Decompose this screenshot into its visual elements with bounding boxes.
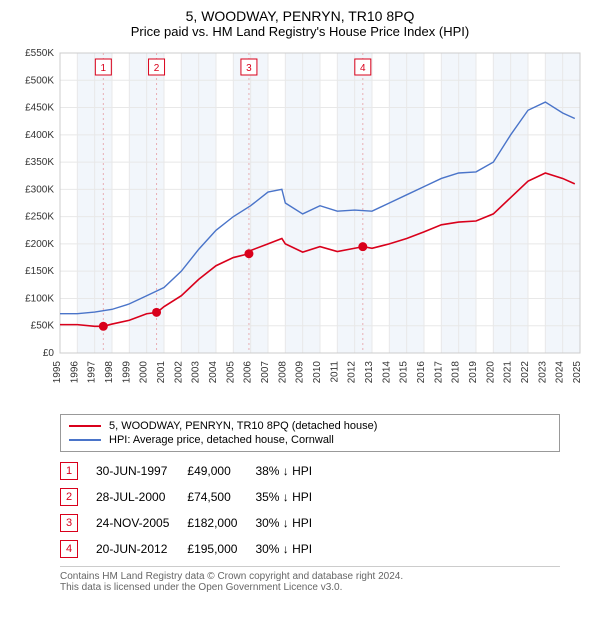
svg-text:£450K: £450K bbox=[25, 103, 54, 114]
svg-text:2021: 2021 bbox=[503, 361, 514, 384]
legend: 5, WOODWAY, PENRYN, TR10 8PQ (detached h… bbox=[60, 414, 560, 452]
table-row: 4 20-JUN-2012£195,00030% ↓ HPI bbox=[60, 536, 330, 562]
table-row: 2 28-JUL-2000£74,50035% ↓ HPI bbox=[60, 484, 330, 510]
svg-text:2014: 2014 bbox=[381, 361, 392, 384]
sale-marker-box: 2 bbox=[60, 488, 78, 506]
sale-marker-box: 1 bbox=[60, 462, 78, 480]
svg-text:£400K: £400K bbox=[25, 130, 54, 141]
svg-text:2008: 2008 bbox=[277, 361, 288, 384]
legend-row: 5, WOODWAY, PENRYN, TR10 8PQ (detached h… bbox=[69, 419, 551, 433]
chart-plot: £0 £50K £100K £150K £200K £250K £300K £350K £400… bbox=[0, 43, 600, 408]
sale-date: 20-JUN-2012 bbox=[96, 536, 187, 562]
sale-marker-box: 4 bbox=[60, 540, 78, 558]
svg-text:2010: 2010 bbox=[312, 361, 323, 384]
svg-text:2017: 2017 bbox=[433, 361, 444, 384]
chart-container: 5, WOODWAY, PENRYN, TR10 8PQ Price paid … bbox=[0, 0, 600, 593]
sale-date: 30-JUN-1997 bbox=[96, 458, 187, 484]
chart-svg: £0 £50K £100K £150K £200K £250K £300K £350K £400… bbox=[0, 43, 600, 403]
chart-title: 5, WOODWAY, PENRYN, TR10 8PQ bbox=[0, 0, 600, 24]
sale-price: £195,000 bbox=[187, 536, 255, 562]
svg-text:2006: 2006 bbox=[243, 361, 254, 384]
sale-price: £182,000 bbox=[187, 510, 255, 536]
svg-text:£0: £0 bbox=[43, 348, 55, 359]
footnote: Contains HM Land Registry data © Crown c… bbox=[60, 566, 560, 593]
footnote-line: This data is licensed under the Open Gov… bbox=[60, 582, 560, 593]
sales-table: 1 30-JUN-1997£49,00038% ↓ HPI 2 28-JUL-2000… bbox=[60, 458, 330, 562]
sale-dot bbox=[152, 308, 161, 317]
svg-text:2003: 2003 bbox=[191, 361, 202, 384]
svg-text:2012: 2012 bbox=[347, 361, 358, 384]
svg-text:2004: 2004 bbox=[208, 361, 219, 384]
sale-delta: 30% ↓ HPI bbox=[255, 536, 330, 562]
svg-text:£200K: £200K bbox=[25, 239, 54, 250]
svg-text:2002: 2002 bbox=[173, 361, 184, 384]
sale-dot bbox=[99, 322, 108, 331]
svg-text:1997: 1997 bbox=[87, 361, 98, 384]
sale-dot bbox=[358, 242, 367, 251]
svg-text:2001: 2001 bbox=[156, 361, 167, 384]
sale-date: 28-JUL-2000 bbox=[96, 484, 187, 510]
svg-text:1996: 1996 bbox=[69, 361, 80, 384]
svg-text:1999: 1999 bbox=[121, 361, 132, 384]
svg-text:2013: 2013 bbox=[364, 361, 375, 384]
svg-text:2: 2 bbox=[154, 63, 160, 74]
legend-swatch bbox=[69, 439, 101, 441]
svg-text:2024: 2024 bbox=[555, 361, 566, 384]
sale-delta: 30% ↓ HPI bbox=[255, 510, 330, 536]
sale-price: £49,000 bbox=[187, 458, 255, 484]
svg-text:£100K: £100K bbox=[25, 293, 54, 304]
svg-text:2007: 2007 bbox=[260, 361, 271, 384]
svg-text:2005: 2005 bbox=[225, 361, 236, 384]
svg-text:2019: 2019 bbox=[468, 361, 479, 384]
svg-text:1995: 1995 bbox=[52, 361, 63, 384]
sale-dot bbox=[244, 249, 253, 258]
svg-text:4: 4 bbox=[360, 63, 366, 74]
svg-text:£350K: £350K bbox=[25, 157, 54, 168]
svg-text:3: 3 bbox=[246, 63, 252, 74]
svg-text:2018: 2018 bbox=[451, 361, 462, 384]
svg-text:£550K: £550K bbox=[25, 48, 54, 59]
svg-text:2015: 2015 bbox=[399, 361, 410, 384]
legend-swatch bbox=[69, 425, 101, 427]
svg-text:1998: 1998 bbox=[104, 361, 115, 384]
svg-text:£50K: £50K bbox=[31, 321, 55, 332]
legend-label: HPI: Average price, detached house, Corn… bbox=[109, 434, 334, 446]
svg-text:2025: 2025 bbox=[572, 361, 583, 384]
footnote-line: Contains HM Land Registry data © Crown c… bbox=[60, 571, 560, 582]
svg-text:2022: 2022 bbox=[520, 361, 531, 384]
svg-text:2023: 2023 bbox=[537, 361, 548, 384]
svg-text:2020: 2020 bbox=[485, 361, 496, 384]
svg-text:2011: 2011 bbox=[329, 361, 340, 383]
table-row: 1 30-JUN-1997£49,00038% ↓ HPI bbox=[60, 458, 330, 484]
chart-subtitle: Price paid vs. HM Land Registry's House … bbox=[0, 24, 600, 43]
svg-text:£500K: £500K bbox=[25, 75, 54, 86]
svg-text:£250K: £250K bbox=[25, 212, 54, 223]
sale-marker-box: 3 bbox=[60, 514, 78, 532]
sale-delta: 35% ↓ HPI bbox=[255, 484, 330, 510]
svg-text:2000: 2000 bbox=[139, 361, 150, 384]
legend-label: 5, WOODWAY, PENRYN, TR10 8PQ (detached h… bbox=[109, 420, 377, 432]
svg-text:£150K: £150K bbox=[25, 266, 54, 277]
svg-text:£300K: £300K bbox=[25, 184, 54, 195]
sale-price: £74,500 bbox=[187, 484, 255, 510]
table-row: 3 24-NOV-2005£182,00030% ↓ HPI bbox=[60, 510, 330, 536]
sale-date: 24-NOV-2005 bbox=[96, 510, 187, 536]
svg-text:2016: 2016 bbox=[416, 361, 427, 384]
sale-delta: 38% ↓ HPI bbox=[255, 458, 330, 484]
svg-text:2009: 2009 bbox=[295, 361, 306, 384]
svg-text:1: 1 bbox=[101, 63, 107, 74]
legend-row: HPI: Average price, detached house, Corn… bbox=[69, 433, 551, 447]
